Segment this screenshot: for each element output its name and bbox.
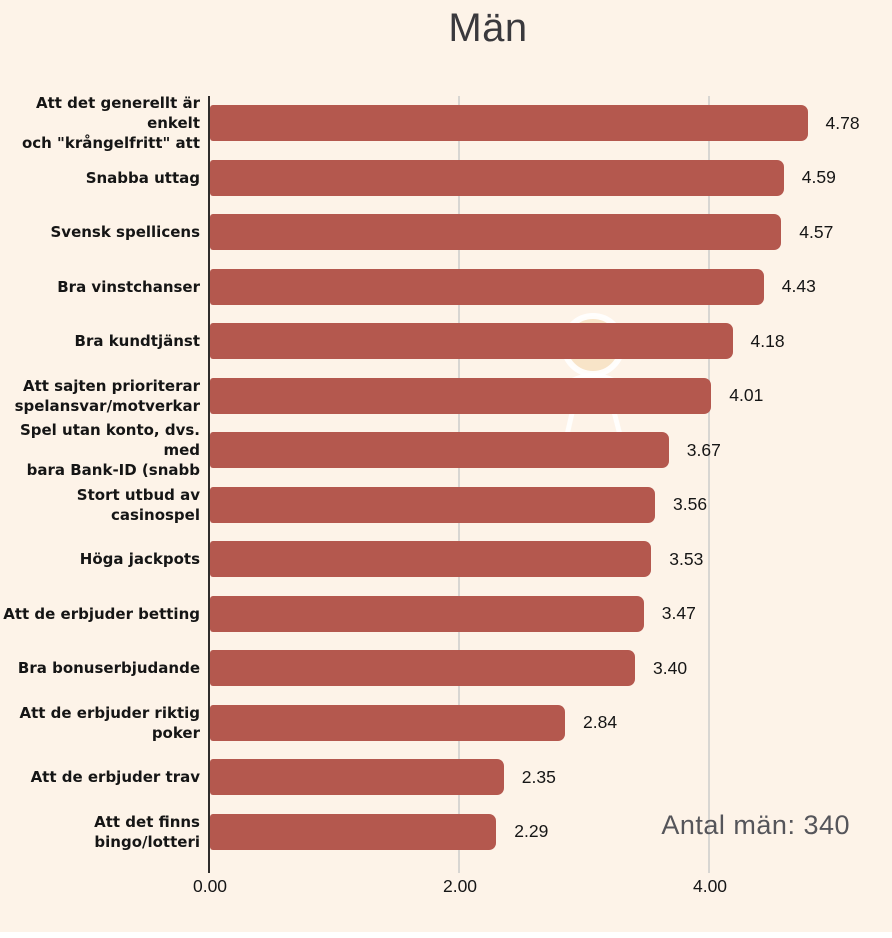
bar-row: Att sajten prioriterar spelansvar/motver…: [0, 369, 892, 424]
bar: [210, 377, 712, 414]
gridline: [708, 96, 710, 873]
bar: [210, 105, 808, 142]
bar: [210, 541, 652, 578]
value-label: 3.40: [653, 657, 688, 678]
bar: [210, 759, 504, 796]
value-label: 4.78: [825, 112, 860, 133]
value-label: 3.53: [669, 548, 704, 569]
value-label: 4.18: [750, 330, 785, 351]
category-label: Bra bonuserbjudande: [17, 659, 200, 678]
value-label: 3.67: [686, 439, 721, 460]
bar-row: Att det generellt är enkelt och "krångel…: [0, 94, 892, 153]
bar-row: Svensk spellicens 4.57: [0, 205, 892, 260]
category-label: Att de erbjuder riktig poker: [19, 703, 200, 742]
value-label: 4.43: [781, 276, 816, 297]
chart-title: Män: [448, 6, 528, 50]
bar-row: Bra vinstchanser 4.43: [0, 260, 892, 315]
bar: [210, 595, 644, 632]
value-label: 4.01: [729, 385, 764, 406]
bar: [210, 432, 669, 469]
bar-row: Att det finns bingo/lotteri 2.29: [0, 805, 892, 860]
bar-row: Att de erbjuder trav 2.35: [0, 750, 892, 805]
value-label: 2.84: [583, 712, 618, 733]
bar-row: Spel utan konto, dvs. med bara Bank-ID (…: [0, 421, 892, 480]
bar-row: Bra bonuserbjudande 3.40: [0, 641, 892, 696]
bar-row: Höga jackpots 3.53: [0, 532, 892, 587]
category-label: Bra kundtjänst: [74, 332, 200, 351]
category-label: Att det finns bingo/lotteri: [94, 812, 200, 851]
category-label: Bra vinstchanser: [57, 277, 200, 296]
value-label: 3.47: [661, 603, 696, 624]
bar-row: Snabba uttag 4.59: [0, 151, 892, 206]
bar-rows: Att det generellt är enkelt och "krångel…: [0, 94, 892, 860]
value-label: 3.56: [673, 494, 708, 515]
category-label: Svensk spellicens: [50, 223, 201, 242]
value-label: 2.29: [514, 821, 549, 842]
bar: [210, 704, 565, 741]
category-label: Snabba uttag: [85, 168, 200, 187]
y-axis-line: [208, 96, 210, 873]
bar: [210, 650, 635, 687]
category-label: Höga jackpots: [79, 550, 200, 569]
bar: [210, 813, 497, 850]
value-label: 4.57: [799, 221, 834, 242]
value-label: 2.35: [521, 766, 556, 787]
bar-row: Bra kundtjänst 4.18: [0, 314, 892, 369]
category-label: Spel utan konto, dvs. med bara Bank-ID (…: [19, 421, 200, 480]
gridline: [458, 96, 460, 873]
bar: [210, 486, 655, 523]
x-tick-label: 0.00: [192, 876, 228, 896]
category-label: Stort utbud av casinospel: [76, 485, 200, 524]
category-label: Att de erbjuder trav: [30, 768, 200, 787]
bar: [210, 214, 782, 251]
bar: [210, 268, 764, 305]
bar-row: Stort utbud av casinospel 3.56: [0, 478, 892, 533]
x-tick-label: 4.00: [692, 876, 728, 896]
category-label: Att det generellt är enkelt och "krångel…: [21, 94, 200, 153]
value-label: 4.59: [801, 167, 836, 188]
sample-size-annotation: Antal män: 340: [661, 810, 850, 840]
bar-row: Att de erbjuder riktig poker 2.84: [0, 696, 892, 751]
category-label: Att de erbjuder betting: [3, 604, 200, 623]
x-tick-label: 2.00: [442, 876, 478, 896]
category-label: Att sajten prioriterar spelansvar/motver…: [14, 376, 200, 415]
bar-row: Att de erbjuder betting 3.47: [0, 587, 892, 642]
bar: [210, 323, 733, 360]
bar: [210, 159, 784, 196]
